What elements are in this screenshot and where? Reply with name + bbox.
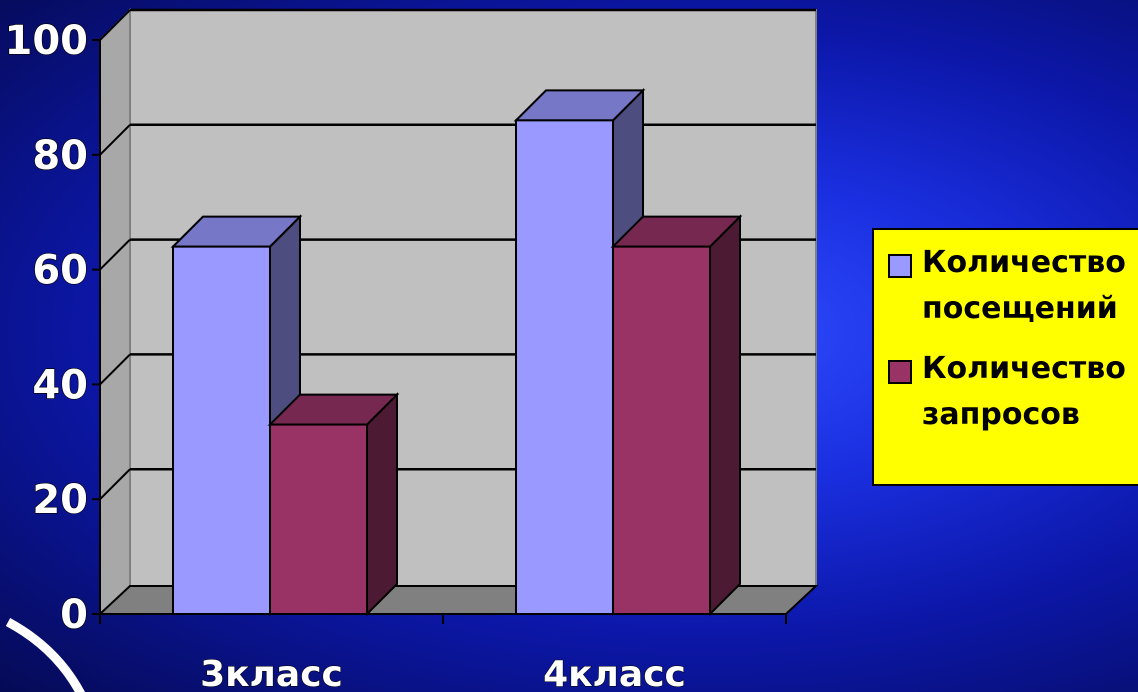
bar-side-face xyxy=(366,392,398,617)
legend-swatch-visits xyxy=(888,254,912,278)
bar-side-face xyxy=(709,214,741,617)
gridline-diag xyxy=(99,353,131,386)
decorative-arc xyxy=(5,618,85,692)
gridline-diag xyxy=(99,9,131,41)
y-tick-label: 100 xyxy=(5,18,89,64)
gridline-diag xyxy=(99,468,131,500)
legend-label-requests: Количество запросов xyxy=(922,351,1126,432)
bar xyxy=(610,214,743,617)
gridline-diag xyxy=(99,238,131,271)
bars xyxy=(170,87,743,617)
bar-front-face xyxy=(515,119,614,616)
legend-item-visits: Количество посещений xyxy=(888,240,1138,332)
axes xyxy=(92,39,787,624)
chart-side-wall xyxy=(99,7,131,617)
y-tick-label: 60 xyxy=(32,248,88,294)
axis-labels: 0 20 40 60 80 100 3класс 4класс xyxy=(4,17,687,692)
bar-front-face xyxy=(612,245,711,615)
legend-label-visits: Количество посещений xyxy=(922,245,1126,326)
x-category-label: 4класс xyxy=(543,654,686,692)
legend-item-requests: Количество запросов xyxy=(888,346,1138,438)
y-tick-label: 80 xyxy=(32,133,88,179)
y-tick-label: 40 xyxy=(32,362,88,408)
chart-legend: Количество посещений Количество запросов xyxy=(872,228,1138,486)
y-tick-label: 20 xyxy=(32,477,88,523)
y-tick-label: 0 xyxy=(60,592,88,638)
legend-swatch-requests xyxy=(888,360,912,384)
gridline-diag xyxy=(99,124,131,156)
bar-front-face xyxy=(172,245,271,615)
bar-front-face xyxy=(269,423,368,615)
bar xyxy=(267,392,400,617)
x-category-label: 3класс xyxy=(200,654,343,692)
